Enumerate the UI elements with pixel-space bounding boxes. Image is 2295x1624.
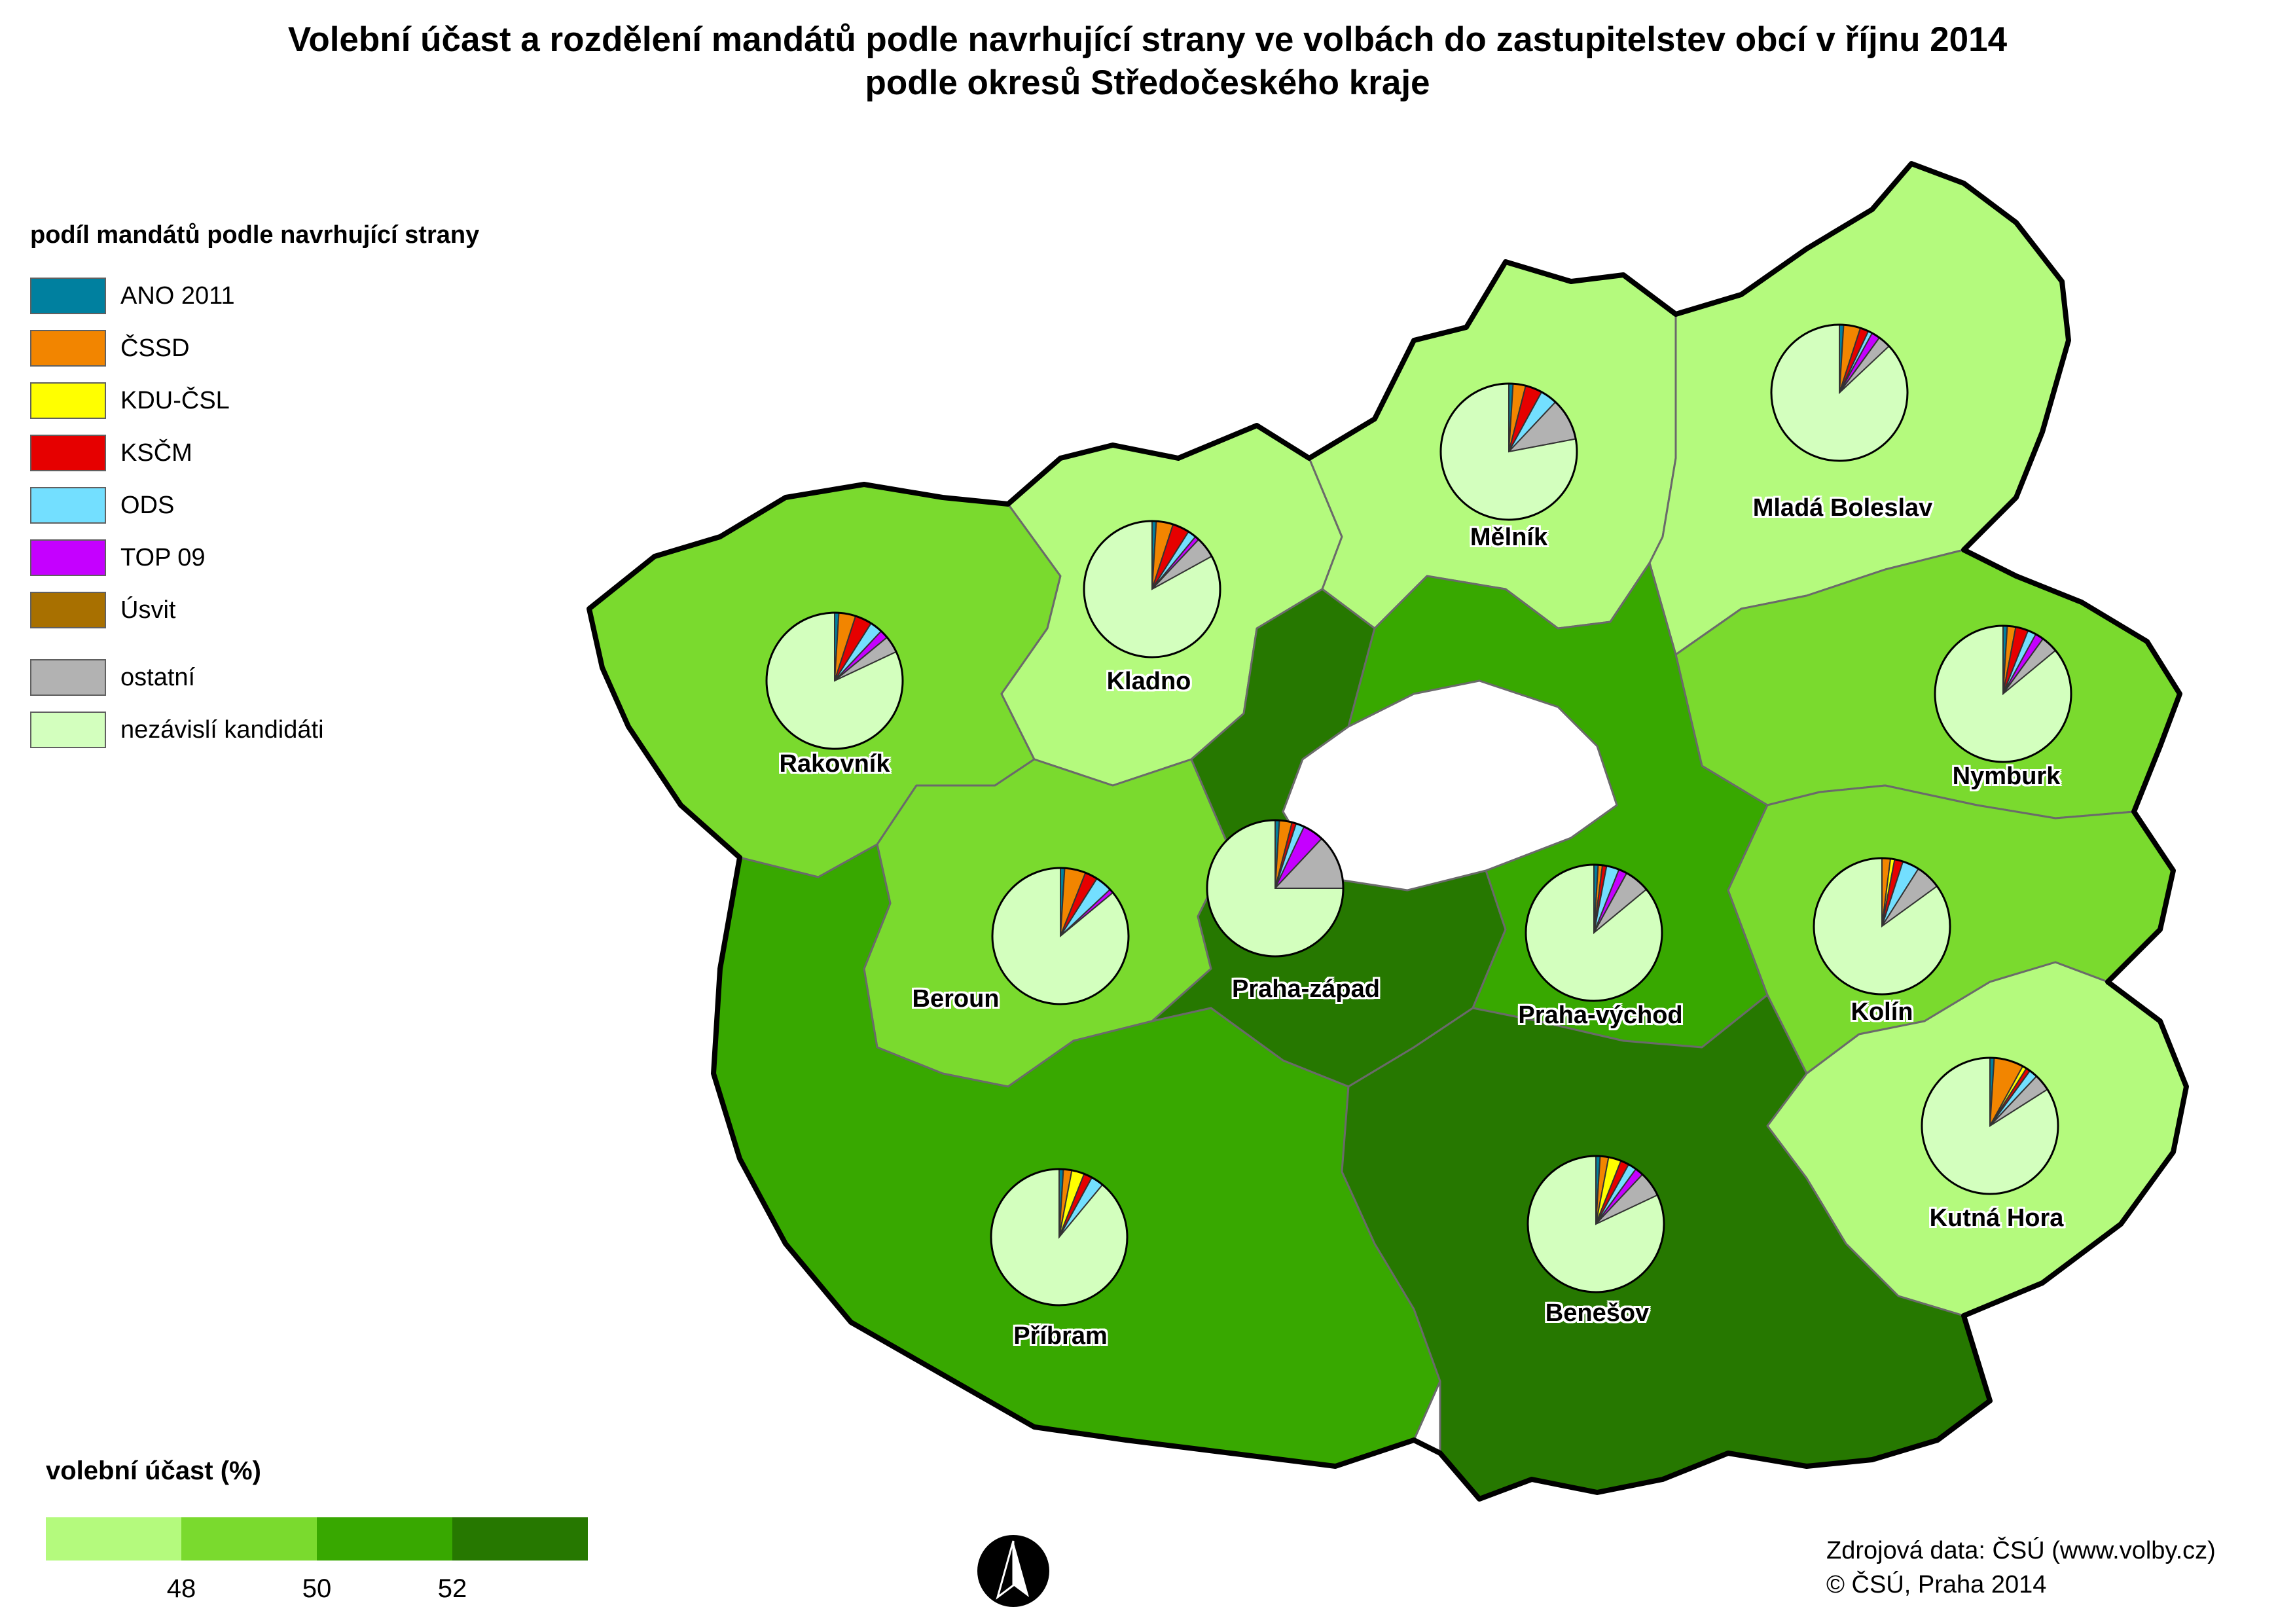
- turnout-scale-bar: [46, 1517, 588, 1561]
- district-label-melnik: Mělník: [1470, 524, 1548, 551]
- pie-outline: [1527, 1155, 1665, 1293]
- district-label-kutna-hora: Kutná Hora: [1929, 1204, 2064, 1232]
- title-line-2: podle okresů Středočeského kraje: [865, 63, 1430, 102]
- turnout-scale-title: volební účast (%): [46, 1456, 261, 1485]
- legend-label: ostatní: [120, 663, 196, 691]
- turnout-tick-50: 50: [302, 1574, 332, 1603]
- district-label-benesov: Benešov: [1545, 1299, 1650, 1327]
- legend-label: ČSSD: [120, 334, 190, 362]
- legend-item-2: KDU-ČSL: [30, 381, 230, 420]
- pie-outline: [1921, 1056, 2059, 1195]
- pie-outline: [765, 611, 904, 750]
- legend-swatch: [30, 659, 106, 696]
- source-line-1: Zdrojová data: ČSÚ (www.volby.cz): [1826, 1537, 2216, 1564]
- legend-swatch: [30, 592, 106, 628]
- legend-item-5: TOP 09: [30, 538, 206, 577]
- legend-swatch: [30, 487, 106, 524]
- turnout-class-2: [181, 1517, 317, 1561]
- legend-swatch: [30, 435, 106, 471]
- pie-outline: [991, 867, 1130, 1005]
- district-label-kolin: Kolín: [1851, 998, 1913, 1026]
- legend-swatch: [30, 278, 106, 314]
- pie-outline: [1934, 624, 2072, 763]
- region-outline: [587, 161, 2189, 1502]
- turnout-class-3: [317, 1517, 452, 1561]
- legend-label: TOP 09: [120, 543, 206, 571]
- pie-outline: [1525, 863, 1663, 1002]
- district-label-praha-vychod: Praha-východ: [1518, 1001, 1683, 1029]
- legend-item-6: Úsvit: [30, 590, 175, 630]
- district-label-nymburk: Nymburk: [1952, 763, 2061, 790]
- district-label-kladno: Kladno: [1106, 668, 1191, 695]
- legend-swatch: [30, 712, 106, 748]
- turnout-tick-52: 52: [437, 1574, 467, 1603]
- title-line-1: Volební účast a rozdělení mandátů podle …: [287, 20, 2008, 59]
- legend-swatch: [30, 382, 106, 419]
- legend-label: Úsvit: [120, 596, 176, 624]
- legend-label: KSČM: [120, 439, 192, 467]
- district-label-praha-zapad: Praha-západ: [1232, 975, 1380, 1003]
- legend-item-extra-1: nezávislí kandidáti: [30, 710, 324, 749]
- north-arrow-icon: [977, 1535, 1049, 1607]
- turnout-tick-48: 48: [166, 1574, 196, 1603]
- legend-item-1: ČSSD: [30, 329, 190, 368]
- district-label-beroun: Beroun: [912, 985, 1000, 1013]
- district-label-rakovnik: Rakovník: [779, 750, 890, 778]
- turnout-class-1: [46, 1517, 181, 1561]
- legend-label: ANO 2011: [120, 281, 235, 310]
- map-title: Volební účast a rozdělení mandátů podle …: [0, 18, 2295, 105]
- legend-swatch: [30, 539, 106, 576]
- pie-outline: [1206, 819, 1345, 958]
- pie-outline: [1439, 382, 1578, 521]
- legend-title: podíl mandátů podle navrhující strany: [30, 221, 480, 249]
- legend-item-extra-0: ostatní: [30, 658, 195, 697]
- legend-swatch: [30, 330, 106, 367]
- turnout-class-4: [452, 1517, 588, 1561]
- source-line-2: © ČSÚ, Praha 2014: [1826, 1571, 2047, 1598]
- legend-item-4: ODS: [30, 486, 174, 525]
- legend-item-0: ANO 2011: [30, 276, 235, 316]
- pie-outline: [990, 1168, 1129, 1307]
- legend-label: KDU-ČSL: [120, 386, 230, 414]
- pie-outline: [1083, 520, 1221, 659]
- pie-outline: [1770, 323, 1909, 462]
- legend-label: ODS: [120, 491, 175, 519]
- prague-hole: [1282, 679, 1618, 892]
- legend-label: nezávislí kandidáti: [120, 715, 324, 744]
- district-label-mlada-boleslav: Mladá Boleslav: [1752, 494, 1933, 522]
- legend-item-3: KSČM: [30, 433, 192, 473]
- district-label-pribram: Příbram: [1013, 1322, 1108, 1350]
- pie-outline: [1813, 857, 1951, 996]
